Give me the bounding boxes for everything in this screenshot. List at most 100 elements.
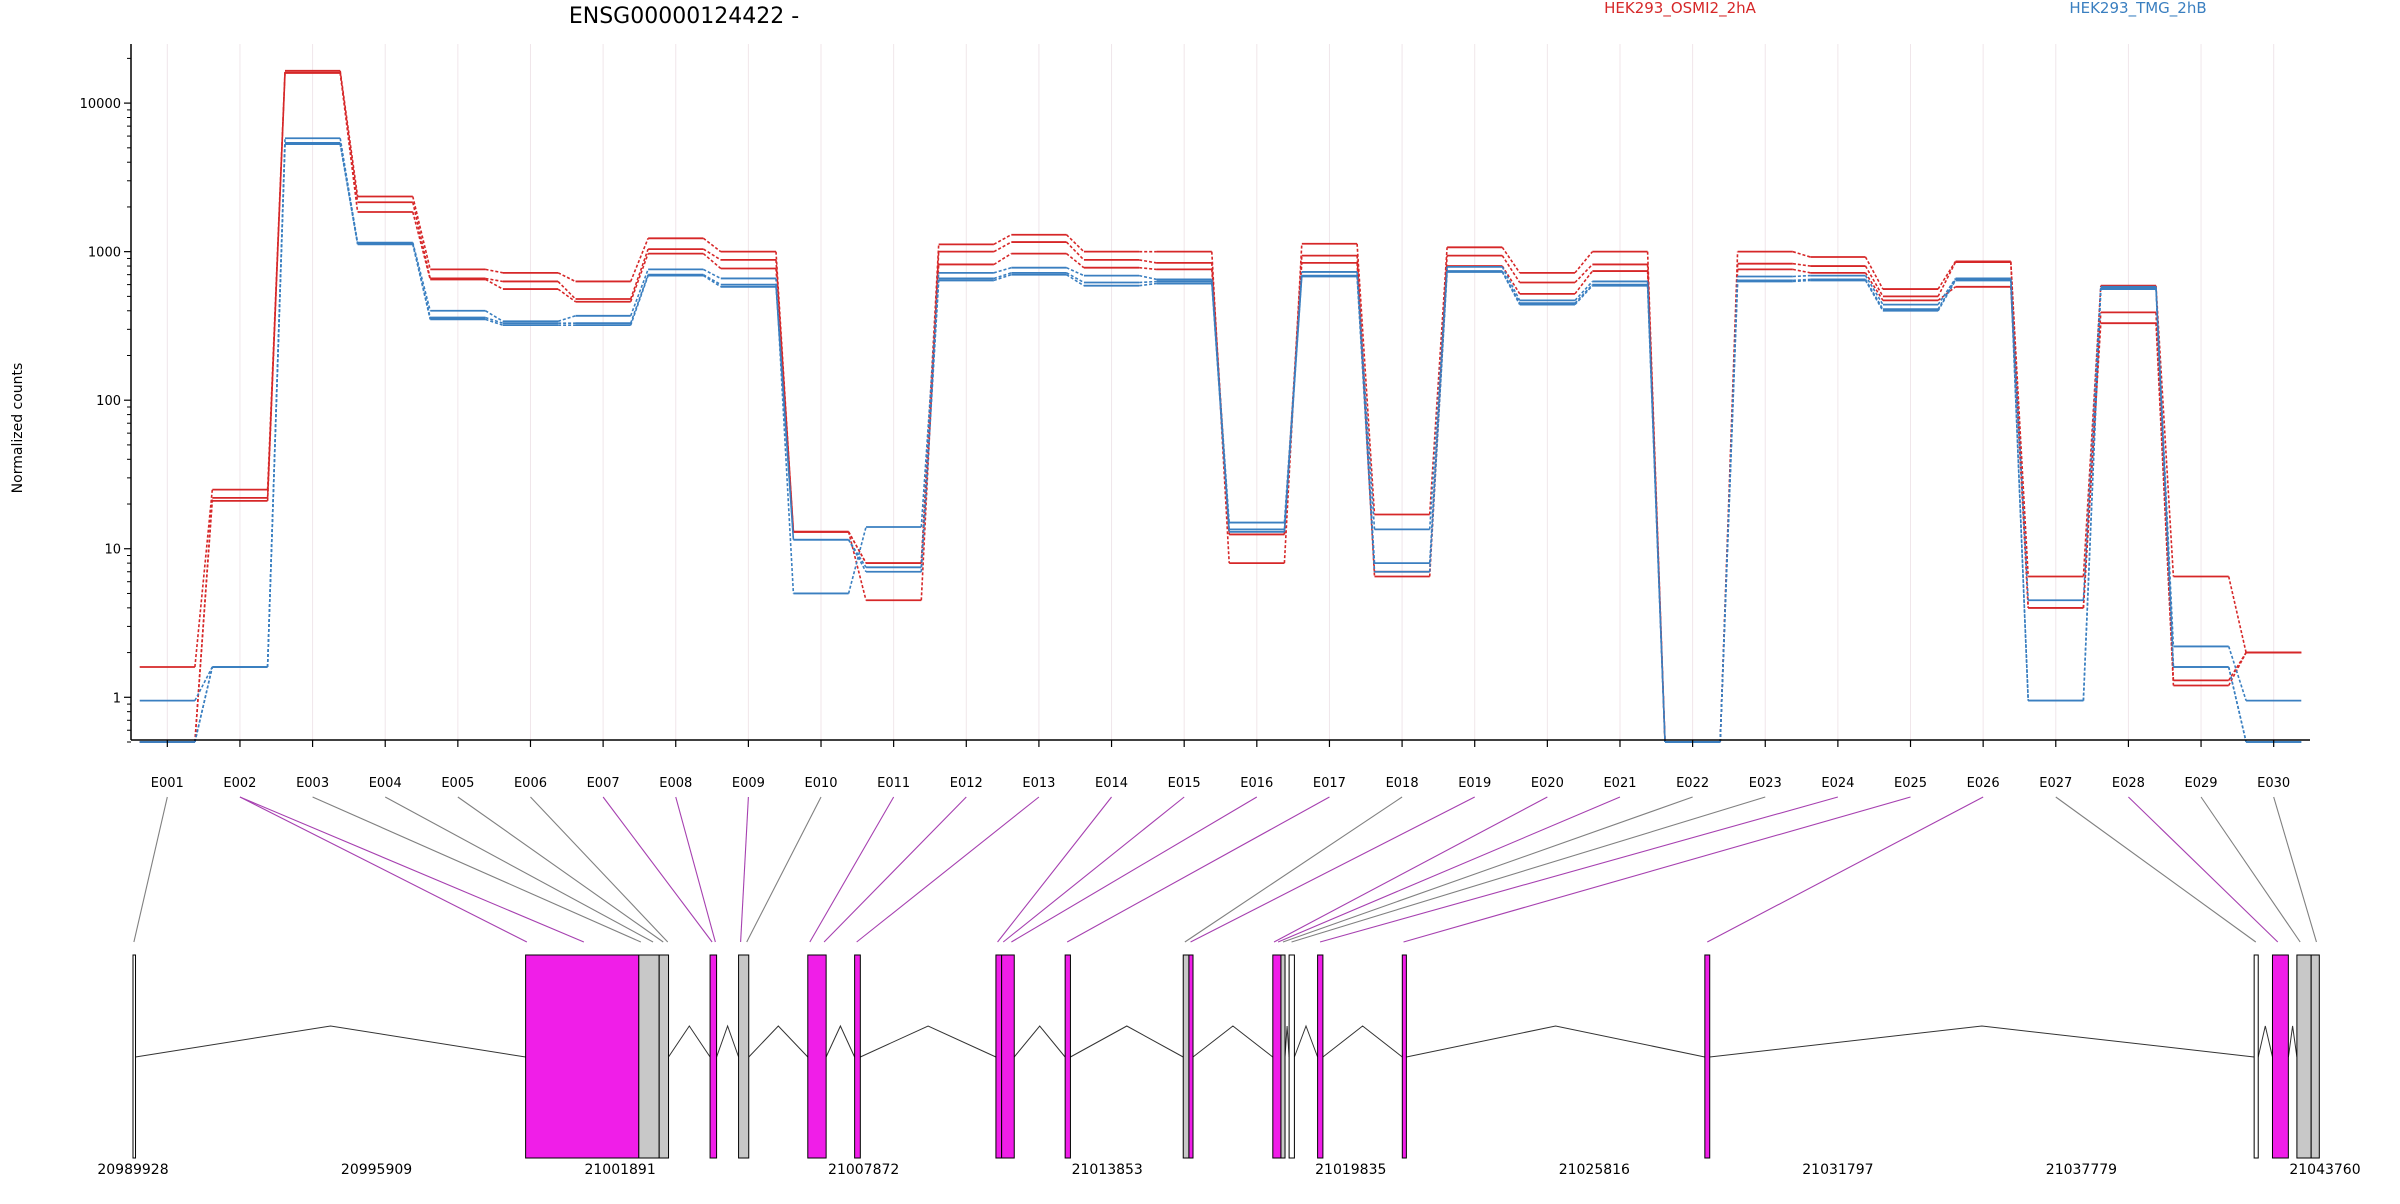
y-tick-label: 1000 <box>88 246 121 261</box>
coordinate-label: 21001891 <box>584 1162 655 1178</box>
x-tick-label-e004: E004 <box>369 776 402 791</box>
x-tick-label-e015: E015 <box>1168 776 1201 791</box>
link-e030 <box>2273 796 2317 943</box>
x-tick-label-e017: E017 <box>1313 776 1346 791</box>
exon-block <box>709 954 718 1159</box>
x-tick-label-e006: E006 <box>514 776 547 791</box>
x-tick-label-e019: E019 <box>1458 776 1491 791</box>
link-e004 <box>384 796 654 943</box>
exon-block <box>854 954 861 1159</box>
link-e025 <box>1403 796 1911 943</box>
link-e003 <box>312 796 642 943</box>
exon-block <box>738 954 750 1159</box>
x-tick-label-e021: E021 <box>1603 776 1636 791</box>
x-tick-label-e012: E012 <box>950 776 983 791</box>
x-tick-label-e030: E030 <box>2257 776 2290 791</box>
y-tick-label: 100 <box>96 394 121 409</box>
genomic-coordinate-axis: 20989928 20995909 21001891 21007872 21013853… <box>97 1162 2360 1178</box>
coordinate-label: 21019835 <box>1315 1162 1386 1178</box>
exon-block <box>1272 954 1282 1159</box>
exon-block <box>1288 954 1295 1159</box>
exon-block <box>2296 954 2312 1159</box>
coordinate-label: 20995909 <box>341 1162 412 1178</box>
exon-block <box>1704 954 1711 1159</box>
x-tick-label-e010: E010 <box>805 776 838 791</box>
x-tick-label-e001: E001 <box>151 776 184 791</box>
x-tick-label-e007: E007 <box>587 776 620 791</box>
exon-block <box>995 954 1003 1159</box>
exon-block <box>807 954 827 1159</box>
link-e002 <box>239 796 528 943</box>
x-tick-label-e018: E018 <box>1386 776 1419 791</box>
exon-block <box>638 954 660 1159</box>
x-tick-label-e013: E013 <box>1022 776 1055 791</box>
x-tick-label-e022: E022 <box>1676 776 1709 791</box>
legend-entry-tmg: HEK293_TMG_2hB <box>2069 0 2206 18</box>
link-e009 <box>740 796 749 943</box>
x-tick-label-e028: E028 <box>2112 776 2145 791</box>
link-e020 <box>1273 796 1548 943</box>
x-tick-label-e029: E029 <box>2185 776 2218 791</box>
exon-block <box>1001 954 1015 1159</box>
link-e006 <box>530 796 669 943</box>
link-e013 <box>856 796 1040 943</box>
link-e017 <box>1066 796 1330 943</box>
legend-entry-osmi2: HEK293_OSMI2_2hA <box>1604 0 1757 18</box>
series-4 <box>139 137 2302 743</box>
x-tick-label-e003: E003 <box>296 776 329 791</box>
link-e007 <box>602 796 713 943</box>
x-tick-label-e016: E016 <box>1240 776 1273 791</box>
link-e027 <box>2055 796 2257 943</box>
x-tick-label-e023: E023 <box>1749 776 1782 791</box>
link-e024 <box>1319 796 1839 943</box>
coordinate-label: 21043760 <box>2289 1162 2360 1178</box>
link-e029 <box>2200 796 2301 943</box>
y-tick-label: 10 <box>104 543 121 558</box>
coordinate-label: 21031797 <box>1802 1162 1873 1178</box>
series-6 <box>139 143 2302 743</box>
coordinate-label: 21025816 <box>1559 1162 1630 1178</box>
exon-block <box>2310 954 2320 1159</box>
link-e026 <box>1707 796 1984 943</box>
x-tick-label-e027: E027 <box>2039 776 2072 791</box>
link-e002 <box>239 796 585 943</box>
link-e016 <box>1011 796 1258 943</box>
x-tick-label-e014: E014 <box>1095 776 1128 791</box>
gene-model <box>132 954 2320 1159</box>
series-layer <box>139 69 2302 743</box>
exon-block <box>1280 954 1286 1159</box>
series-3 <box>139 71 2302 743</box>
intron-lines <box>135 1024 2298 1058</box>
x-tick-label-e020: E020 <box>1531 776 1564 791</box>
coordinate-label: 20989928 <box>97 1162 168 1178</box>
link-e012 <box>823 796 967 943</box>
series-5-connector <box>194 142 2247 743</box>
x-tick-label-e026: E026 <box>1967 776 2000 791</box>
exon-block <box>1182 954 1190 1159</box>
x-tick-label-e025: E025 <box>1894 776 1927 791</box>
x-tick-label-e005: E005 <box>441 776 474 791</box>
x-tick-label-e002: E002 <box>223 776 256 791</box>
exon-block <box>1317 954 1324 1159</box>
link-e014 <box>997 796 1112 943</box>
link-e008 <box>675 796 716 943</box>
y-tick-label: 10000 <box>80 97 121 112</box>
exon-block <box>525 954 640 1159</box>
y-axis-label: Normalized counts <box>10 363 26 494</box>
link-e023 <box>1291 796 1766 943</box>
exon-block <box>658 954 670 1159</box>
exon-block <box>2253 954 2259 1159</box>
exon-block <box>132 954 137 1159</box>
y-tick-label: 1 <box>113 691 121 706</box>
x-tick-label-e011: E011 <box>877 776 910 791</box>
vertical-grid <box>166 44 2275 740</box>
link-e028 <box>2128 796 2279 943</box>
link-e015 <box>1002 796 1185 943</box>
series-3-connector <box>194 72 2247 743</box>
link-e021 <box>1277 796 1621 943</box>
link-e018 <box>1184 796 1403 943</box>
link-e010 <box>746 796 822 943</box>
x-tick-label-e009: E009 <box>732 776 765 791</box>
exon-block <box>1188 954 1194 1159</box>
